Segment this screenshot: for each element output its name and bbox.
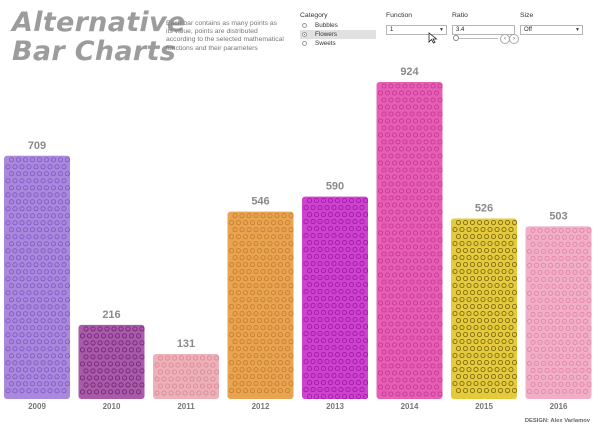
function-select[interactable]: 1 ▼ (386, 25, 447, 35)
category-option-bubbles[interactable]: Bubbles (300, 21, 376, 30)
size-label: Size (520, 12, 534, 19)
chart-description: Each bar contains as many points as its … (166, 20, 284, 52)
ratio-input[interactable]: 3.4 (452, 25, 515, 35)
bar-2013 (302, 196, 369, 400)
data-label-2012: 546 (251, 196, 269, 208)
bar-2011 (153, 354, 220, 399)
title-line-1: Alternative (12, 7, 186, 38)
chevron-down-icon[interactable]: ▼ (575, 27, 580, 33)
radio-icon[interactable] (302, 23, 307, 28)
category-option-label: Flowers (315, 31, 338, 38)
data-label-2010: 216 (102, 309, 120, 321)
ratio-increment-button[interactable]: › (509, 34, 519, 44)
bar-2010 (78, 324, 145, 399)
radio-icon[interactable] (302, 41, 307, 46)
function-value: 1 (390, 27, 394, 33)
x-tick-label-2010: 2010 (103, 402, 121, 411)
category-option-label: Bubbles (315, 22, 338, 29)
bar-2012 (227, 211, 294, 399)
radio-selected-icon[interactable] (302, 32, 307, 37)
category-radio-group: Bubbles Flowers Sweets (300, 21, 376, 48)
category-option-label: Sweets (315, 40, 336, 47)
ratio-slider-track[interactable] (456, 38, 498, 39)
x-tick-label-2014: 2014 (401, 402, 419, 411)
ratio-label: Ratio (452, 12, 468, 19)
x-tick-label-2009: 2009 (28, 402, 46, 411)
x-tick-label-2012: 2012 (252, 402, 270, 411)
page-title: Alternative Bar Charts (12, 8, 186, 66)
category-label: Category (300, 12, 328, 19)
x-tick-label-2015: 2015 (475, 402, 493, 411)
x-tick-label-2016: 2016 (550, 402, 568, 411)
data-label-2016: 503 (549, 210, 567, 222)
bar (153, 354, 219, 399)
bar (302, 196, 368, 399)
ratio-slider-thumb[interactable] (453, 35, 459, 41)
category-option-sweets[interactable]: Sweets (300, 39, 376, 48)
bar-2014 (376, 82, 443, 399)
data-label-2014: 924 (400, 66, 419, 78)
title-line-2: Bar Charts (12, 36, 177, 67)
category-option-flowers[interactable]: Flowers (300, 30, 376, 39)
data-label-2009: 709 (28, 140, 46, 152)
x-tick-label-2013: 2013 (326, 402, 344, 411)
bar-2016 (525, 226, 592, 399)
size-select[interactable]: Off ▼ (520, 25, 583, 35)
bar-2015 (451, 218, 518, 399)
data-label-2013: 590 (326, 181, 344, 193)
function-label: Function (386, 12, 413, 19)
data-label-2015: 526 (475, 203, 493, 215)
mouse-pointer-icon (428, 32, 438, 44)
bar-2009 (4, 155, 71, 399)
design-credit: DESIGN: Alex Varlamov (524, 418, 590, 424)
data-label-2011: 131 (177, 338, 195, 350)
x-tick-label-2011: 2011 (177, 402, 195, 411)
chevron-down-icon[interactable]: ▼ (439, 27, 444, 33)
size-value: Off (524, 27, 532, 33)
